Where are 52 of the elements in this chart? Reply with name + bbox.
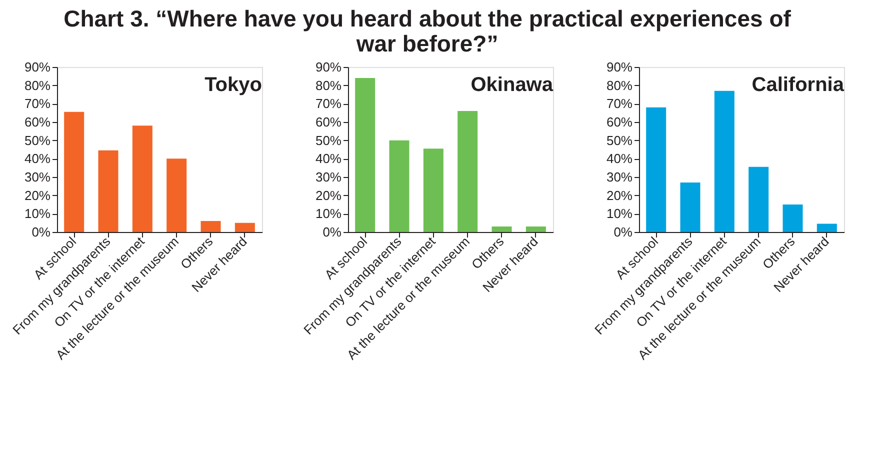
- bar: [458, 111, 478, 232]
- y-tick-label: 40%: [606, 151, 633, 166]
- y-tick-label: 0%: [614, 224, 633, 240]
- y-tick-label: 50%: [315, 132, 342, 148]
- bar: [748, 166, 769, 232]
- y-tick-label: 30%: [315, 170, 342, 184]
- text: Tokyo: [204, 74, 262, 96]
- y-tick-label: 80%: [315, 78, 342, 93]
- y-tick-label: 60%: [606, 114, 633, 130]
- bar: [234, 222, 255, 232]
- y-tick-label: 90%: [24, 60, 51, 74]
- y-tick-label: 30%: [24, 170, 51, 184]
- bar: [816, 224, 837, 232]
- y-tick-label: 70%: [606, 96, 633, 112]
- y-tick-label: 60%: [24, 114, 51, 130]
- text: Chart 3. “Where have you heard about the practical experiences of war before?”: [64, 6, 792, 56]
- y-tick-label: 40%: [315, 151, 342, 166]
- y-tick-label: 80%: [606, 78, 633, 93]
- y-tick-label: 20%: [24, 188, 51, 203]
- y-tick-label: 20%: [315, 188, 342, 203]
- bar: [423, 148, 444, 232]
- bar: [526, 226, 546, 232]
- bar: [200, 221, 221, 232]
- y-tick-label: 10%: [315, 206, 342, 222]
- y-tick-label: 20%: [606, 188, 633, 203]
- y-tick-label: 0%: [32, 224, 51, 240]
- y-tick-label: 0%: [322, 224, 342, 240]
- y-tick-label: 10%: [24, 206, 51, 222]
- y-tick-label: 10%: [606, 206, 633, 222]
- series-label: Okinawa: [470, 74, 554, 96]
- bar: [680, 182, 700, 232]
- y-tick-label: 90%: [606, 60, 633, 74]
- bar: [98, 150, 118, 232]
- bar: [389, 140, 410, 232]
- y-tick-label: 30%: [606, 170, 633, 184]
- y-tick-label: 50%: [606, 132, 633, 148]
- bar: [64, 112, 84, 232]
- y-tick-label: 50%: [24, 132, 51, 148]
- bar: [782, 204, 803, 232]
- y-tick-label: 60%: [315, 114, 342, 130]
- y-tick-label: 90%: [315, 60, 342, 74]
- bar: [132, 126, 152, 232]
- bar: [166, 158, 187, 232]
- bar: [355, 78, 376, 232]
- bar: [646, 107, 666, 232]
- bar: [492, 226, 512, 232]
- y-tick-label: 40%: [24, 151, 51, 166]
- y-tick-label: 70%: [24, 96, 51, 112]
- series-label: California: [752, 74, 845, 96]
- y-tick-label: 70%: [315, 96, 342, 112]
- bar: [714, 90, 734, 232]
- y-tick-label: 80%: [24, 78, 51, 93]
